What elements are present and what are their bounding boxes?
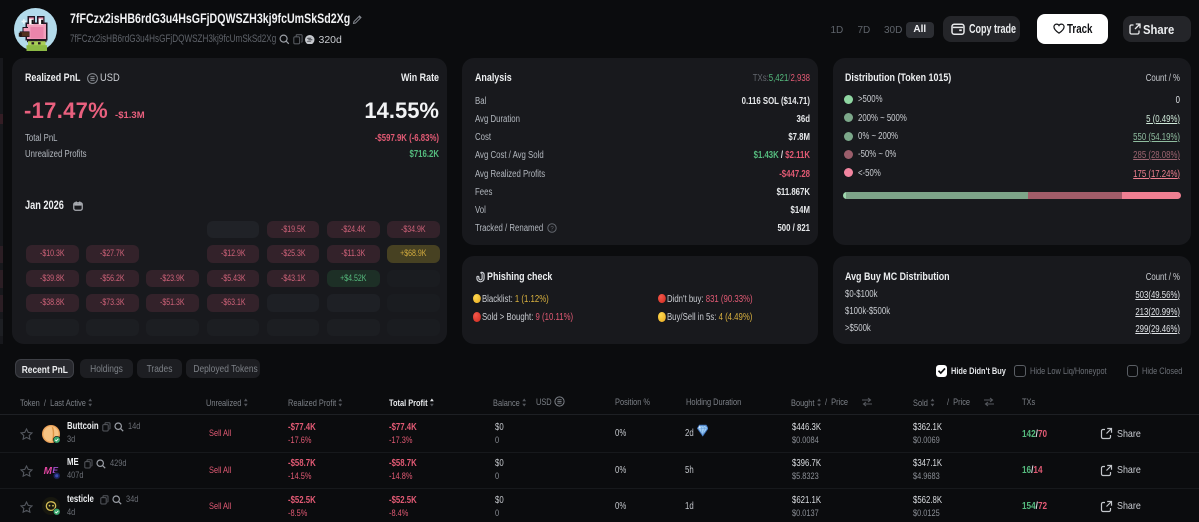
svg-text:?: ?: [550, 227, 554, 233]
svg-text:M: M: [44, 466, 53, 477]
svg-text:E: E: [52, 465, 58, 475]
